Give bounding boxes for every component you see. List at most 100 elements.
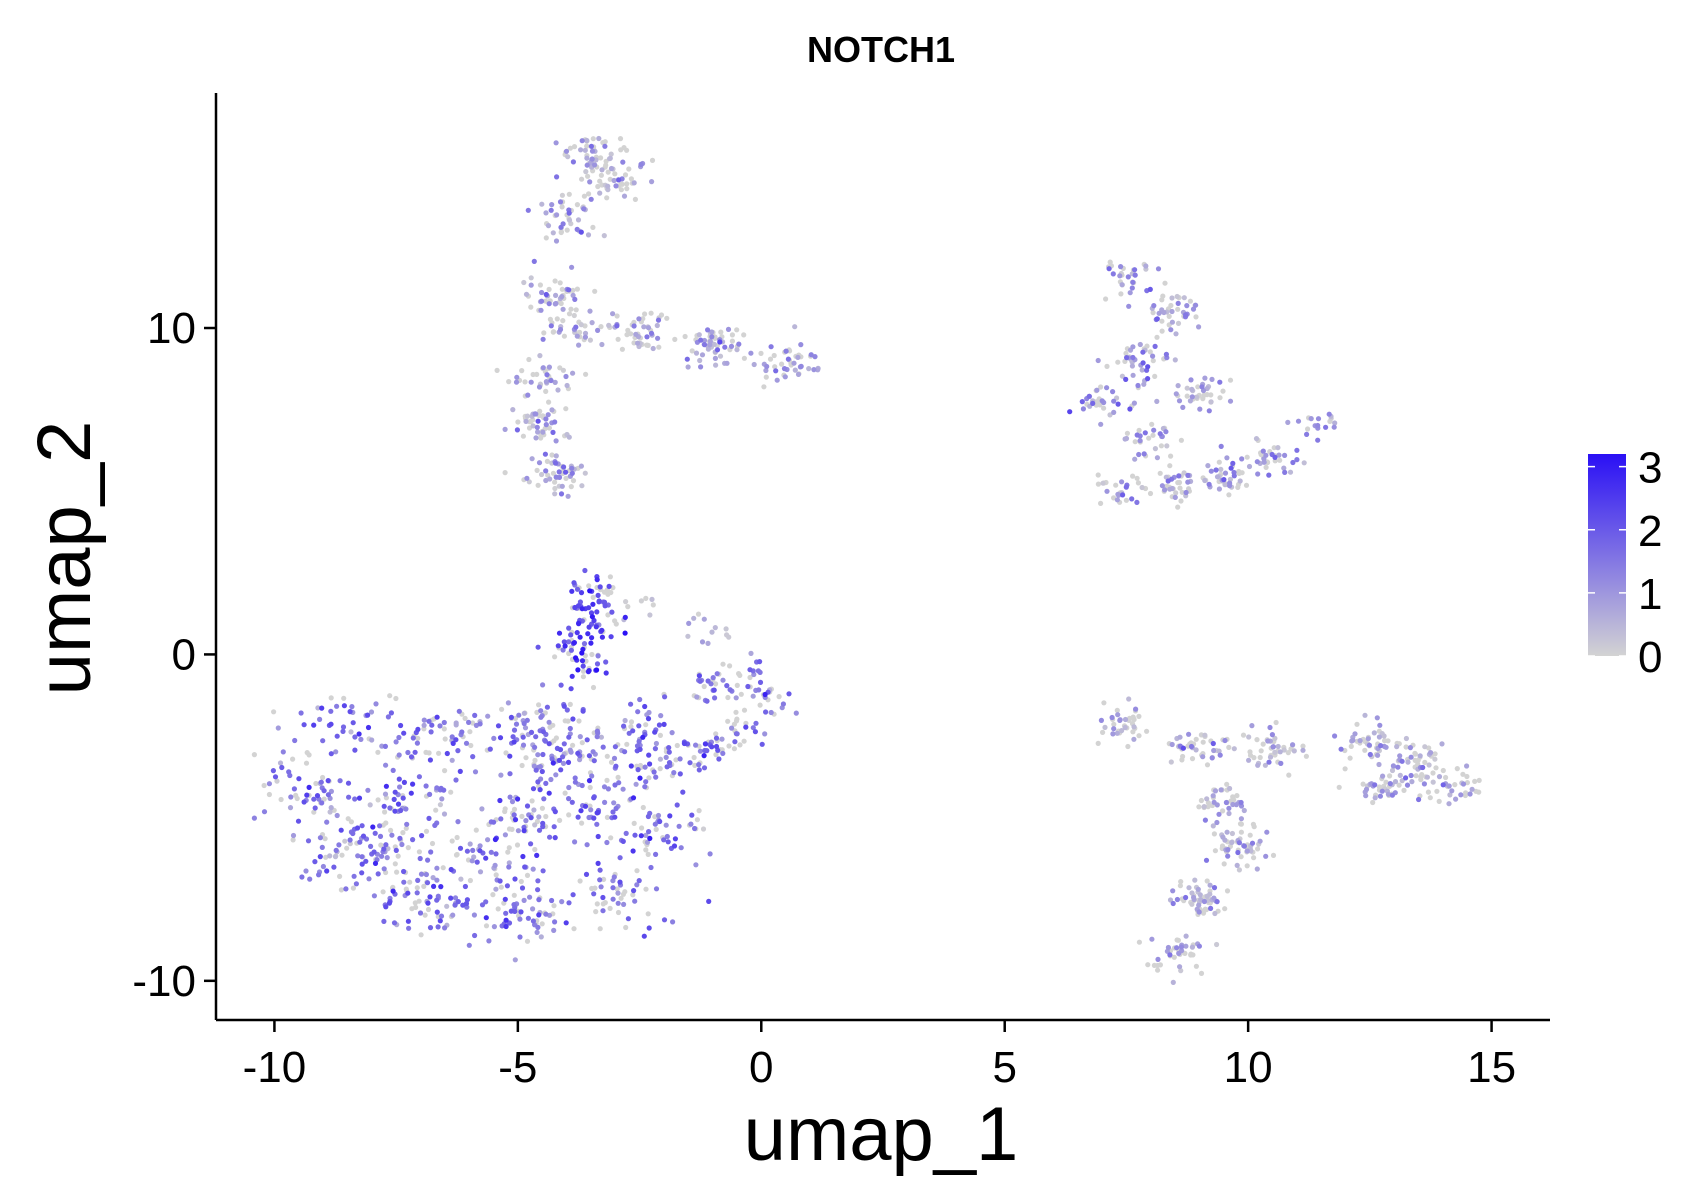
cell-point: [686, 620, 692, 627]
cell-point: [565, 154, 571, 160]
cell-point: [595, 860, 601, 867]
cell-point: [1177, 964, 1183, 970]
cell-point: [280, 749, 286, 755]
cell-point: [534, 424, 540, 430]
cell-point: [798, 363, 804, 369]
cell-point: [684, 356, 690, 362]
cell-point: [1129, 285, 1135, 291]
cell-point: [633, 331, 639, 337]
cell-point: [1446, 801, 1452, 807]
cell-point: [404, 821, 410, 827]
cell-point: [348, 819, 354, 825]
cell-point: [588, 143, 595, 149]
cell-point: [698, 364, 704, 370]
cell-point: [707, 851, 713, 857]
cell-point: [328, 708, 334, 714]
cell-point: [657, 756, 664, 762]
cell-point: [507, 794, 513, 800]
cell-point: [649, 157, 656, 163]
cell-point: [434, 909, 440, 915]
cell-point: [1147, 286, 1153, 292]
cell-point: [737, 742, 743, 748]
cell-point: [589, 773, 595, 779]
cell-point: [573, 307, 579, 313]
cell-point: [384, 855, 390, 861]
cell-point: [1131, 400, 1137, 406]
cell-point: [332, 854, 339, 860]
cell-point: [436, 750, 442, 756]
cell-point: [320, 863, 326, 870]
cell-point: [586, 814, 592, 821]
cell-point: [502, 470, 508, 476]
cell-point: [521, 897, 527, 904]
cell-point: [345, 780, 352, 786]
cell-point: [1237, 821, 1244, 827]
cell-point: [1186, 885, 1192, 891]
cell-point: [562, 643, 568, 649]
cell-point: [1189, 890, 1195, 896]
cell-point: [559, 192, 566, 198]
cell-point: [450, 740, 456, 747]
cell-point: [539, 921, 545, 927]
cell-point: [663, 754, 669, 761]
cell-point: [632, 196, 639, 202]
x-tick-label: 10: [1224, 1043, 1273, 1092]
cell-point: [731, 721, 738, 727]
cell-point: [538, 708, 544, 714]
cell-point: [1226, 744, 1232, 751]
cell-point: [511, 892, 517, 898]
cell-point: [607, 574, 614, 580]
cell-point: [1265, 738, 1271, 744]
cell-point: [612, 814, 618, 820]
cell-point: [1206, 481, 1212, 487]
cell-point: [415, 735, 421, 741]
cell-point: [1315, 437, 1321, 443]
cell-point: [666, 760, 673, 766]
cell-point: [631, 888, 637, 894]
cell-point: [604, 839, 610, 846]
cell-point: [594, 577, 600, 583]
cell-point: [1381, 733, 1387, 739]
cell-point: [763, 709, 769, 715]
cell-point: [516, 712, 522, 718]
cell-point: [1238, 799, 1244, 806]
cell-point: [1220, 834, 1226, 840]
cell-point: [606, 322, 612, 328]
cell-point: [645, 851, 651, 858]
cell-point: [647, 835, 653, 842]
cell-point: [630, 795, 637, 801]
cell-point: [641, 933, 647, 939]
cell-point: [414, 885, 420, 891]
cell-point: [631, 820, 637, 827]
cell-point: [1217, 379, 1223, 385]
cell-point: [539, 768, 545, 775]
cell-point: [1147, 349, 1153, 355]
cell-point: [1401, 787, 1407, 794]
cell-point: [1132, 456, 1138, 462]
cell-point: [1342, 766, 1348, 772]
cell-point: [1196, 943, 1202, 949]
cell-point: [615, 336, 621, 342]
cell-point: [709, 629, 715, 635]
cell-point: [615, 890, 621, 896]
cell-point: [382, 743, 388, 750]
cell-point: [1390, 763, 1396, 769]
cell-point: [353, 881, 359, 887]
colorbar-label: 1: [1638, 570, 1662, 619]
cell-point: [713, 362, 719, 368]
cell-point: [552, 835, 558, 841]
cell-point: [528, 729, 535, 736]
cell-point: [266, 791, 272, 798]
cell-point: [1188, 743, 1195, 750]
cell-point: [317, 716, 323, 723]
cell-point: [566, 287, 572, 293]
cell-point: [1185, 479, 1191, 485]
cell-point: [457, 768, 463, 775]
cell-point: [1192, 877, 1198, 883]
cell-point: [1159, 318, 1165, 324]
cell-point: [604, 195, 610, 201]
cell-point: [1417, 753, 1423, 759]
cell-point: [566, 812, 572, 818]
cell-point: [1247, 749, 1253, 755]
